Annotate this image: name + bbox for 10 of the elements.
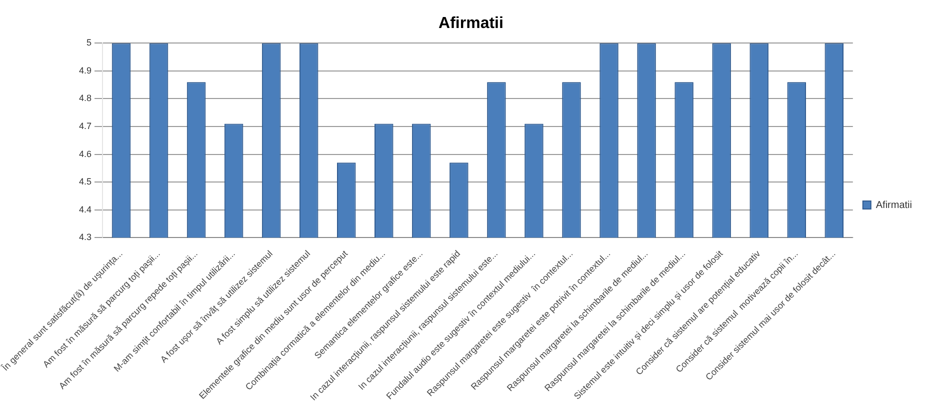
y-tick-label: 4.4 <box>78 204 92 214</box>
y-tick-label: 5 <box>86 38 92 48</box>
chart-title: Afirmatii <box>438 15 504 32</box>
y-tick-label: 4.9 <box>78 65 92 76</box>
y-tick-label: 4.7 <box>78 120 92 131</box>
y-tick-label: 4.6 <box>78 148 92 159</box>
y-tick-label: 4.5 <box>78 176 92 187</box>
y-tick-label: 4.8 <box>78 93 92 104</box>
y-tick-label: 4.3 <box>78 232 92 242</box>
legend-label: Afirmatii <box>876 200 912 211</box>
